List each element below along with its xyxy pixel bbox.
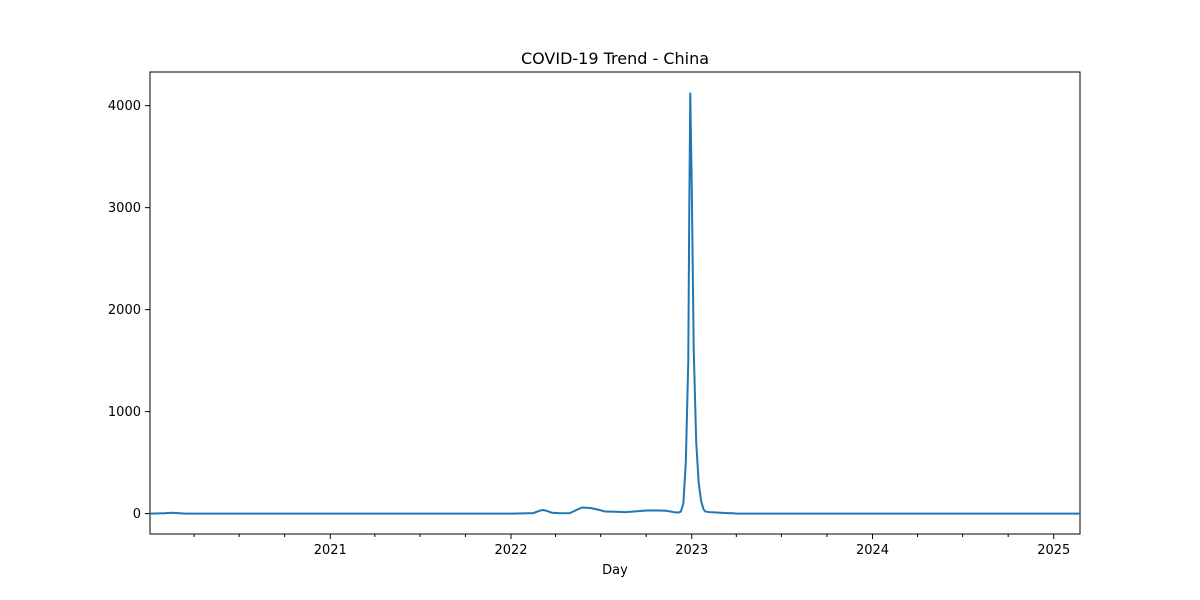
x-tick-label: 2023 bbox=[675, 543, 708, 558]
x-axis-label: Day bbox=[602, 563, 628, 578]
y-tick-label: 4000 bbox=[108, 99, 141, 114]
x-tick-label: 2024 bbox=[856, 543, 889, 558]
x-tick-label: 2022 bbox=[494, 543, 527, 558]
plot-frame bbox=[149, 71, 1081, 535]
y-tick-label: 3000 bbox=[108, 201, 141, 216]
x-tick-label: 2021 bbox=[314, 543, 347, 558]
x-tick-label: 2025 bbox=[1037, 543, 1070, 558]
y-tick-label: 0 bbox=[133, 507, 141, 522]
y-tick-label: 1000 bbox=[108, 405, 141, 420]
series-group bbox=[149, 92, 1081, 515]
x-axis: 2021 2022 2023 2024 2025 bbox=[193, 534, 1070, 558]
series-line-0 bbox=[149, 92, 1081, 515]
y-tick-label: 2000 bbox=[108, 303, 141, 318]
chart-title: COVID-19 Trend - China bbox=[521, 49, 709, 68]
y-axis: 0 1000 2000 3000 4000 bbox=[108, 99, 150, 522]
plot-border bbox=[149, 71, 1081, 535]
